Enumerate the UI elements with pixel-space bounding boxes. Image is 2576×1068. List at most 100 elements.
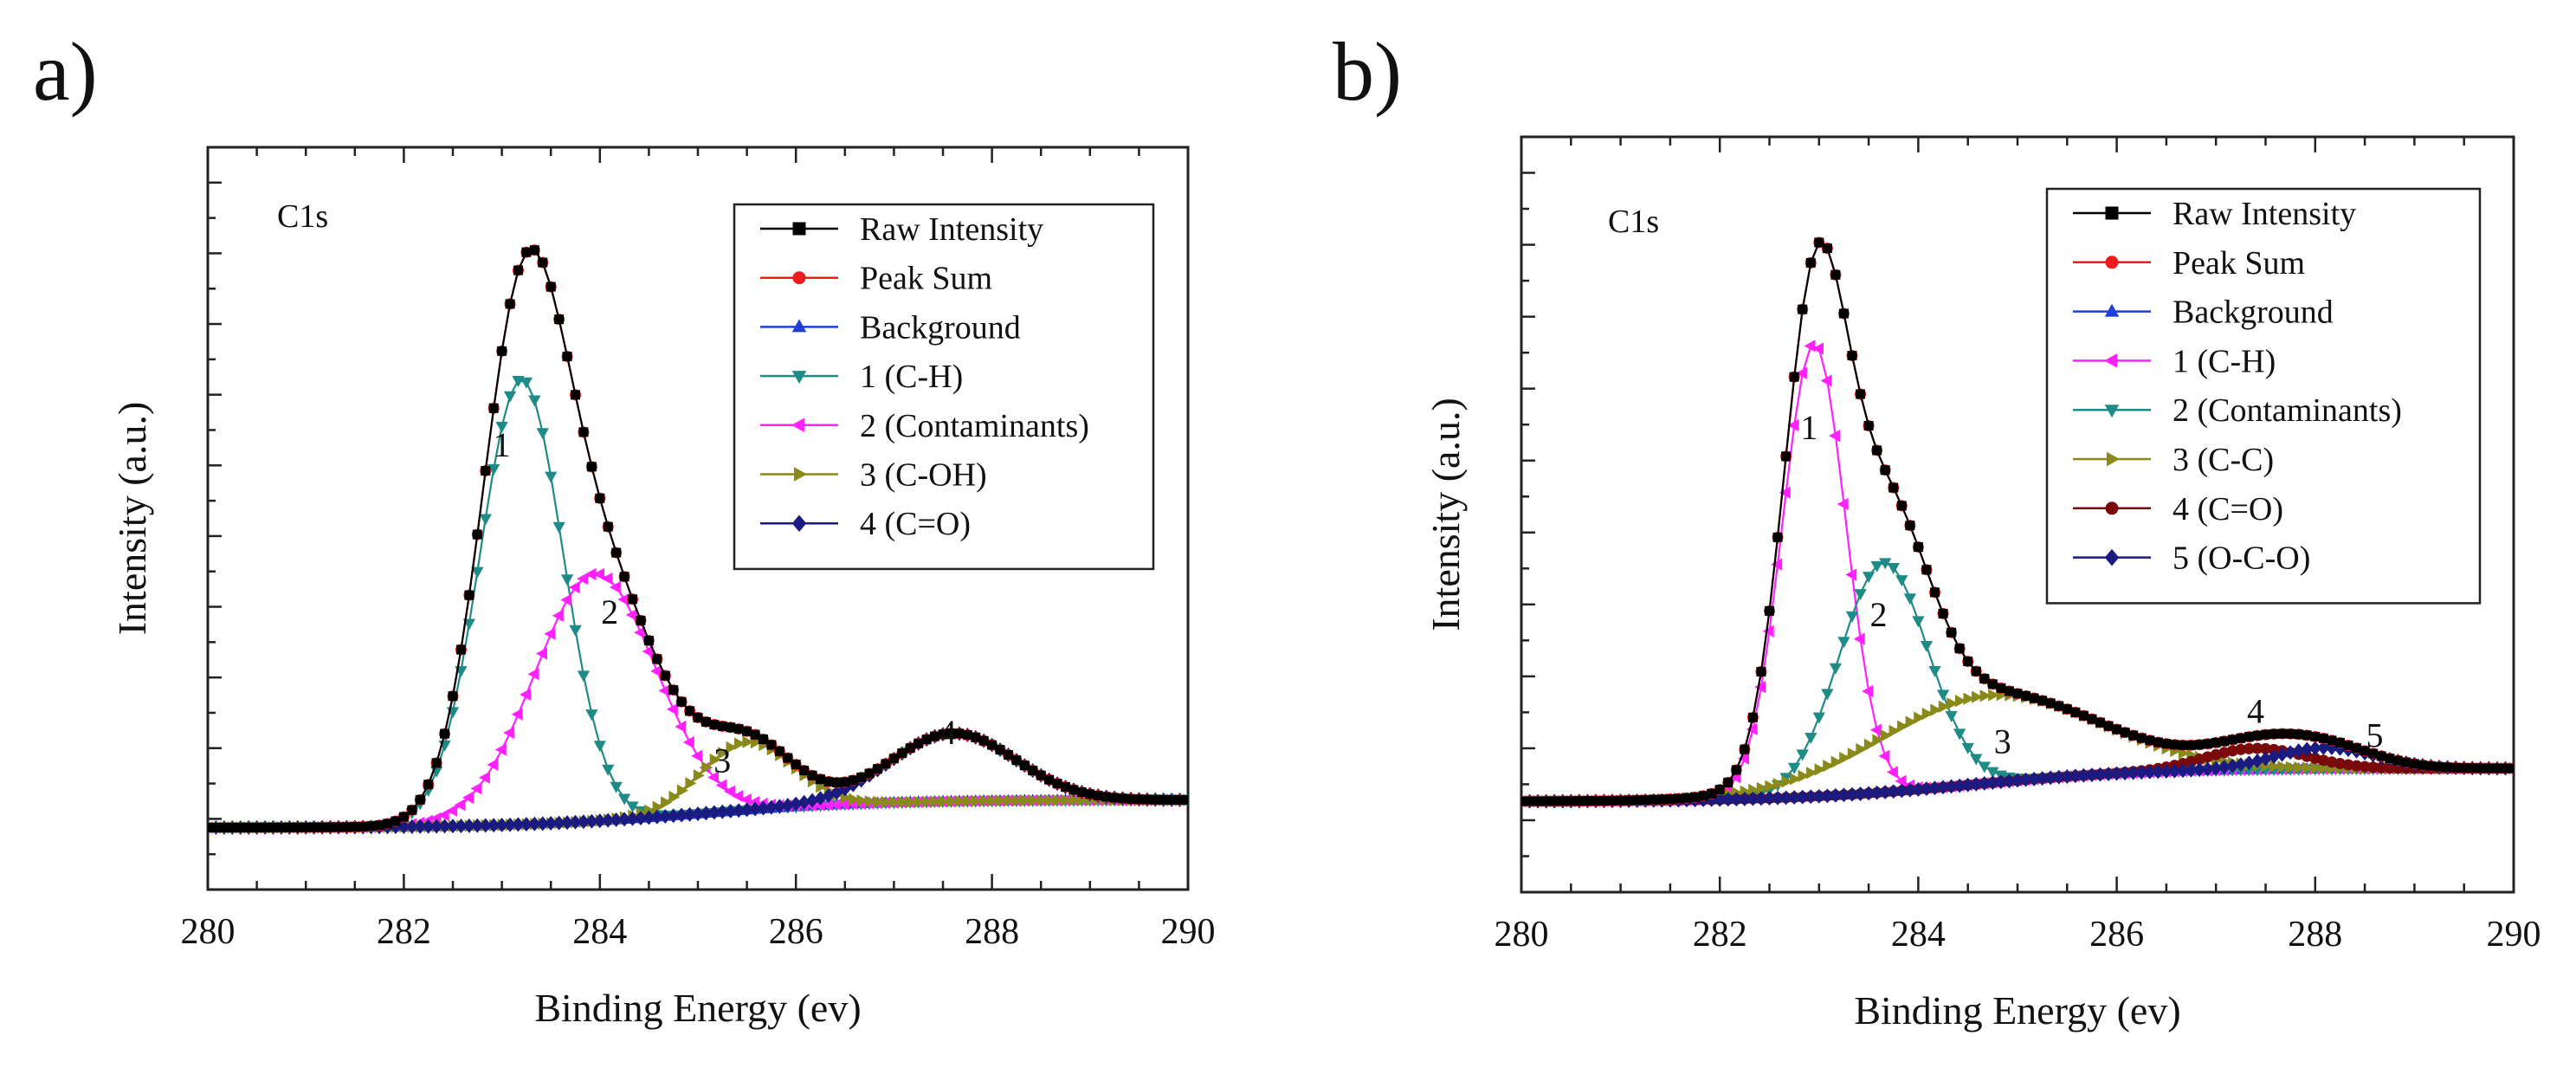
chart-b-point-raw-intensity bbox=[2302, 730, 2312, 741]
chart-a-point-2-contaminants bbox=[503, 726, 515, 740]
chart-a-point-2-contaminants bbox=[544, 627, 556, 640]
chart-b-point-raw-intensity bbox=[2418, 760, 2428, 770]
chart-b-point-raw-intensity bbox=[2401, 757, 2411, 767]
chart-b-point-raw-intensity bbox=[2045, 698, 2056, 709]
chart-a-point-1-c-h bbox=[545, 471, 558, 483]
chart-b-y-ticks bbox=[1521, 135, 1535, 894]
chart-b-point-raw-intensity bbox=[2483, 763, 2494, 773]
chart-a-point-4-c-o bbox=[781, 798, 794, 813]
chart-b-point-raw-intensity bbox=[1682, 793, 1692, 803]
chart-a-point-raw-intensity bbox=[1093, 791, 1103, 801]
chart-a-point-4-c-o bbox=[765, 799, 778, 815]
chart-a-point-1-c-h bbox=[602, 764, 615, 776]
chart-b-point-raw-intensity bbox=[2285, 728, 2295, 739]
chart-b-point-5-o-c-o bbox=[2308, 741, 2321, 756]
chart-b-point-raw-intensity bbox=[2244, 732, 2254, 742]
chart-b-point-raw-intensity bbox=[1690, 792, 1701, 802]
chart-b-point-raw-intensity bbox=[2219, 736, 2230, 747]
chart-a-point-3-c-oh bbox=[701, 761, 713, 774]
chart-b-point-2-contaminants bbox=[1837, 637, 1850, 649]
chart-a-point-3-c-oh bbox=[921, 795, 933, 808]
chart-b-point-1-c-h bbox=[1886, 766, 1898, 779]
chart-b-point-5-o-c-o bbox=[2019, 772, 2032, 787]
chart-b-point-raw-intensity bbox=[1521, 796, 1527, 806]
chart-a-point-1-c-h bbox=[552, 521, 565, 534]
chart-a-legend-label: Raw Intensity bbox=[860, 211, 1043, 248]
chart-b-point-raw-intensity bbox=[1582, 796, 1592, 806]
chart-a-legend-item: 4 (C=O) bbox=[760, 506, 971, 542]
chart-a-point-raw-intensity bbox=[383, 819, 393, 829]
chart-a-point-raw-intensity bbox=[1011, 755, 1022, 766]
chart-b-point-raw-intensity bbox=[1838, 308, 1849, 319]
chart-a-point-raw-intensity bbox=[914, 738, 924, 748]
chart-b-point-3-c-c bbox=[1938, 700, 1950, 713]
chart-b-x-tick-label: 286 bbox=[2089, 915, 2144, 955]
chart-a-point-2-contaminants bbox=[577, 572, 589, 586]
chart-a-point-raw-intensity bbox=[1175, 794, 1185, 805]
chart-b-point-5-o-c-o bbox=[2011, 773, 2024, 788]
chart-b-point-2-contaminants bbox=[1978, 761, 1991, 773]
chart-b-point-3-c-c bbox=[1847, 747, 1859, 761]
chart-b-point-raw-intensity bbox=[1872, 445, 1882, 456]
chart-b-point-3-c-c bbox=[1888, 724, 1901, 738]
chart-a-point-4-c-o bbox=[757, 800, 770, 816]
chart-b-point-1-c-h bbox=[1804, 340, 1816, 353]
chart-a-legend: Raw Intensity Peak Sum Background 1 (C-H) 2 … bbox=[733, 203, 1155, 571]
chart-b-point-raw-intensity bbox=[2054, 701, 2064, 711]
chart-a-series-2-contaminants bbox=[208, 567, 1188, 834]
chart-b-point-raw-intensity bbox=[2178, 740, 2188, 750]
chart-a-point-3-c-oh bbox=[685, 777, 697, 790]
chart-b-point-raw-intensity bbox=[2269, 728, 2279, 739]
chart-b-point-4-c-o bbox=[2260, 742, 2271, 754]
chart-a-point-2-contaminants bbox=[617, 592, 629, 606]
chart-a-point-1-c-h bbox=[617, 793, 631, 806]
chart-a-legend-marker bbox=[794, 467, 807, 482]
chart-b-point-raw-intensity bbox=[1880, 465, 1890, 476]
chart-a-point-4-c-o bbox=[438, 819, 451, 834]
chart-a-point-raw-intensity bbox=[586, 462, 597, 472]
chart-b-legend-item: Background bbox=[2073, 295, 2334, 331]
chart-b-point-raw-intensity bbox=[2294, 729, 2304, 740]
chart-b-point-raw-intensity bbox=[2153, 737, 2163, 748]
chart-b-x-tick-label: 284 bbox=[1891, 915, 1946, 955]
chart-b-point-5-o-c-o bbox=[2301, 741, 2314, 757]
chart-a-point-raw-intensity bbox=[481, 466, 491, 476]
chart-a-point-2-contaminants bbox=[478, 771, 490, 784]
chart-b-point-5-o-c-o bbox=[1730, 792, 1743, 807]
chart-b-x-axis-label: Binding Energy (ev) bbox=[1854, 988, 2180, 1032]
chart-a-point-raw-intensity bbox=[455, 644, 466, 655]
chart-b-point-raw-intensity bbox=[2070, 707, 2081, 717]
chart-b-point-raw-intensity bbox=[1616, 795, 1626, 806]
chart-a-point-raw-intensity bbox=[676, 696, 687, 707]
chart-a-point-raw-intensity bbox=[521, 247, 532, 257]
chart-a-point-3-c-oh bbox=[864, 795, 876, 808]
chart-b-point-5-o-c-o bbox=[2176, 763, 2190, 779]
chart-a-point-raw-intensity bbox=[742, 726, 752, 736]
chart-a-point-1-c-h bbox=[610, 781, 623, 793]
chart-b-point-1-c-h bbox=[1754, 681, 1766, 694]
chart-b-panel-label: b) bbox=[1333, 25, 1402, 118]
chart-a-point-raw-intensity bbox=[978, 735, 989, 746]
chart-a-point-4-c-o bbox=[659, 809, 672, 824]
chart-a-point-raw-intensity bbox=[227, 822, 237, 832]
chart-a-point-2-contaminants bbox=[520, 688, 532, 702]
chart-a-point-2-contaminants bbox=[830, 798, 842, 812]
chart-a-legend-box bbox=[733, 203, 1155, 571]
chart-b-point-3-c-c bbox=[1947, 697, 1959, 710]
chart-a-point-4-c-o bbox=[429, 819, 443, 834]
chart-a-point-raw-intensity bbox=[921, 735, 932, 745]
chart-a-point-3-c-oh bbox=[938, 795, 950, 808]
chart-b-point-raw-intensity bbox=[1996, 683, 2006, 693]
chart-b-point-3-c-c bbox=[2277, 761, 2289, 773]
chart-a-point-raw-intensity bbox=[628, 594, 638, 605]
chart-a-point-4-c-o bbox=[797, 794, 810, 810]
chart-a-point-2-contaminants bbox=[723, 785, 735, 798]
chart-b-point-3-c-c bbox=[1897, 720, 1909, 733]
chart-b-legend-marker bbox=[2105, 256, 2119, 269]
chart-b-point-raw-intensity bbox=[2277, 728, 2288, 739]
chart-a-point-3-c-oh bbox=[995, 794, 1007, 807]
chart-b-peak-label: 3 bbox=[1994, 722, 2011, 761]
chart-a-point-2-contaminants bbox=[675, 720, 687, 734]
chart-a-point-4-c-o bbox=[748, 801, 762, 817]
chart-b-point-1-c-h bbox=[1787, 418, 1799, 432]
